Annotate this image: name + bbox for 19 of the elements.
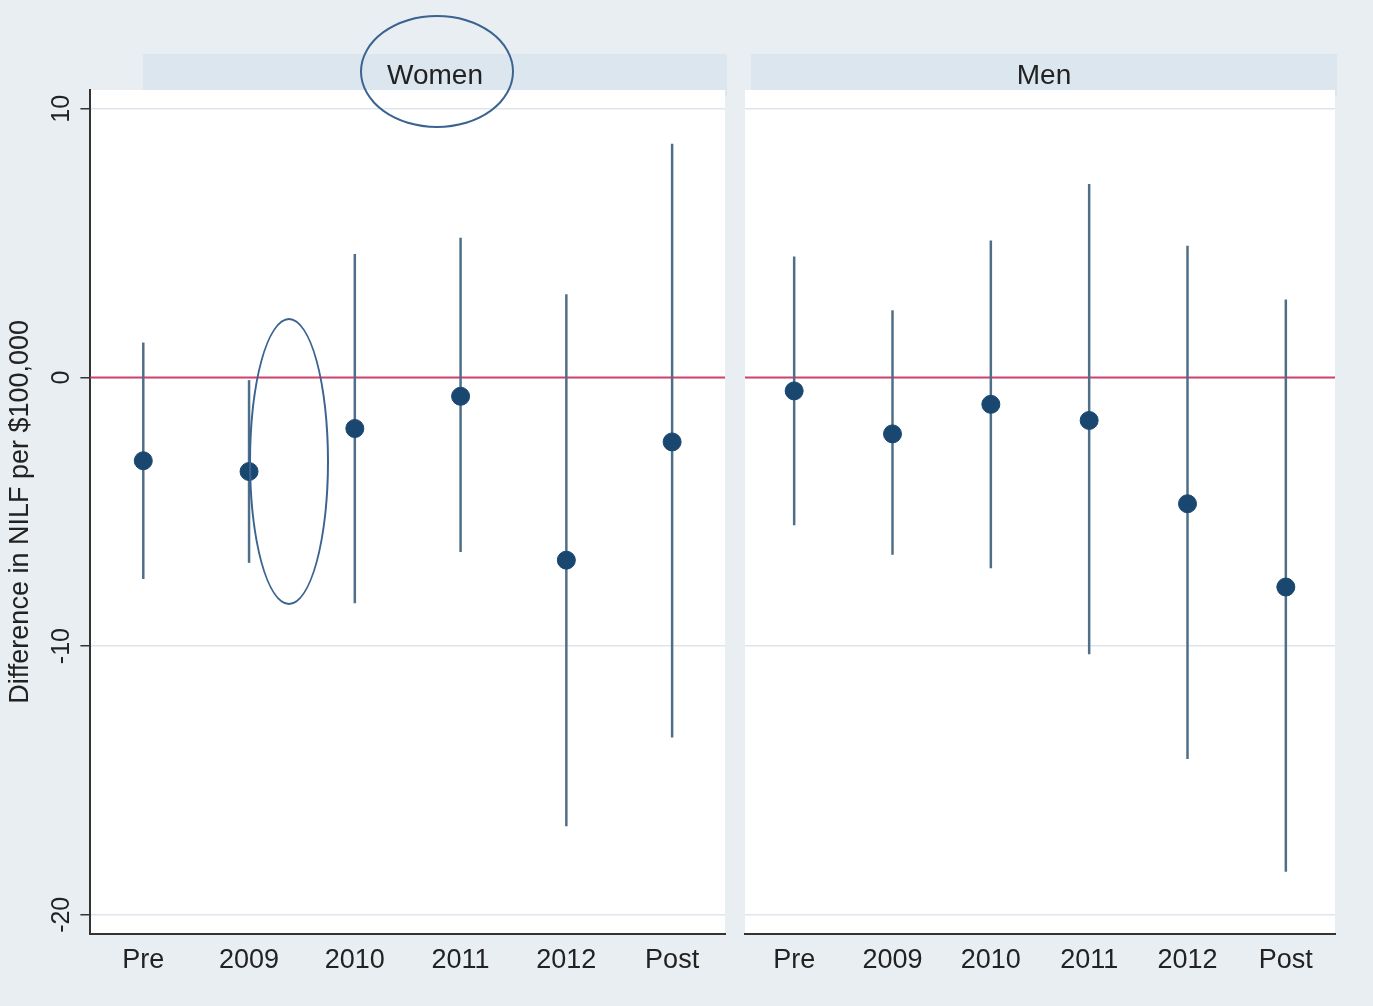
y-axis-title: Difference in NILF per $100,000 [3, 319, 34, 704]
x-tick-label: 2011 [1060, 944, 1119, 975]
x-tick-label: 2009 [219, 944, 280, 975]
y-tick-label: 10 [46, 94, 75, 123]
y-tick-label: 0 [46, 370, 75, 385]
y-tick-label: -20 [46, 896, 75, 933]
x-tick-label: 2012 [536, 944, 597, 975]
x-tick-label: 2012 [1157, 944, 1218, 975]
y-tick-label: -10 [46, 628, 75, 665]
x-tick-label: Post [645, 944, 700, 975]
x-tick-label: 2011 [431, 944, 490, 975]
x-tick-label: Post [1258, 944, 1314, 975]
x-tick-label: 2010 [960, 944, 1021, 975]
chart-title: Men [1016, 59, 1072, 91]
chart-title: Women [387, 59, 483, 91]
x-tick-label: Pre [122, 944, 165, 975]
x-tick-label: 2010 [324, 944, 385, 975]
x-tick-label: 2009 [862, 944, 923, 975]
x-tick-label: Pre [773, 944, 816, 975]
